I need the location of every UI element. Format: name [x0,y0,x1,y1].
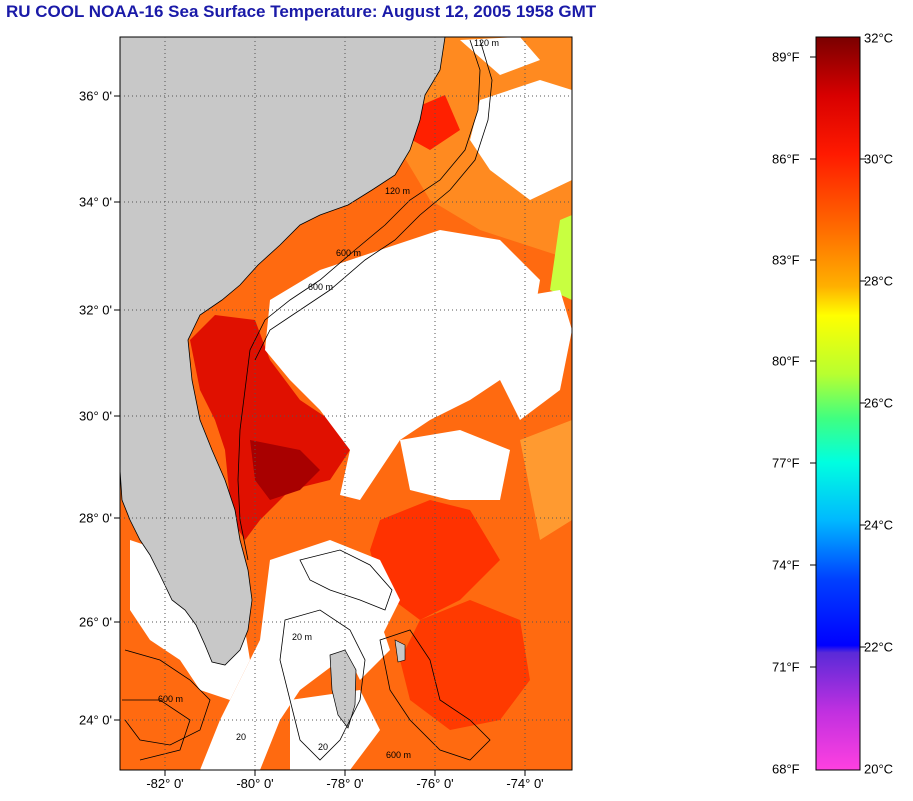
latitude-label: 28° 0' [79,510,112,526]
map-gridlines [120,37,572,770]
colorbar-fahrenheit-label: 74°F [772,557,800,573]
contour-label: 20 [236,732,246,742]
colorbar-fahrenheit-label: 86°F [772,151,800,167]
map-area [120,37,572,770]
sst-patch-hot [400,600,530,730]
sst-patch [550,215,572,300]
cloud-cover [130,37,572,770]
longitude-label: -78° 0' [326,776,364,791]
latitude-label: 24° 0' [79,712,112,728]
colorbar-celsius-label: 28°C [864,273,894,289]
colorbar-fahrenheit-label: 77°F [772,455,800,471]
colorbar-fahrenheit-label: 80°F [772,353,800,369]
contour-label: 20 [318,742,328,752]
contour-label: 600 m [158,694,183,704]
colorbar-fahrenheit-label: 68°F [772,761,800,777]
colorbar-celsius-label: 24°C [864,517,894,533]
sst-patch-hot [190,315,350,540]
colorbar-fahrenheit-label: 89°F [772,49,800,65]
map-title: RU COOL NOAA-16 Sea Surface Temperature:… [6,2,597,21]
latitude-label: 36° 0' [79,88,112,104]
latitude-label: 32° 0' [79,302,112,318]
latitude-label: 30° 0' [79,408,112,424]
contour-label: 20 m [292,632,312,642]
longitude-label: -82° 0' [146,776,184,791]
land-mass [120,37,446,666]
latitude-label: 26° 0' [79,614,112,630]
contour-label: 600 m [336,248,361,258]
colorbar-fahrenheit-label: 83°F [772,252,800,268]
longitude-label: -76° 0' [416,776,454,791]
colorbar-celsius-label: 26°C [864,395,894,411]
colorbar-celsius-label: 22°C [864,639,894,655]
longitude-label: -74° 0' [506,776,544,791]
sst-patch-hot [250,440,320,500]
colorbar [815,36,861,771]
contour-labels: 120 m 120 m 600 m 600 m 20 m 600 m 600 m… [158,38,499,760]
colorbar-fahrenheit-label: 71°F [772,659,800,675]
contour-label: 120 m [474,38,499,48]
colorbar-celsius-label: 32°C [864,30,894,46]
contour-label: 120 m [385,186,410,196]
latitude-label: 34° 0' [79,194,112,210]
contour-label: 600 m [386,750,411,760]
sst-patch-hot [370,500,500,620]
map-ticks [114,95,526,776]
colorbar-celsius-label: 30°C [864,151,894,167]
colorbar-celsius-label: 20°C [864,761,894,777]
colorbar-ticks [810,56,866,668]
contour-label: 600 m [308,282,333,292]
island [394,639,406,663]
longitude-label: -80° 0' [236,776,274,791]
sst-patch [520,420,572,540]
bathymetry-contours [122,39,493,761]
map-frame [119,36,573,771]
